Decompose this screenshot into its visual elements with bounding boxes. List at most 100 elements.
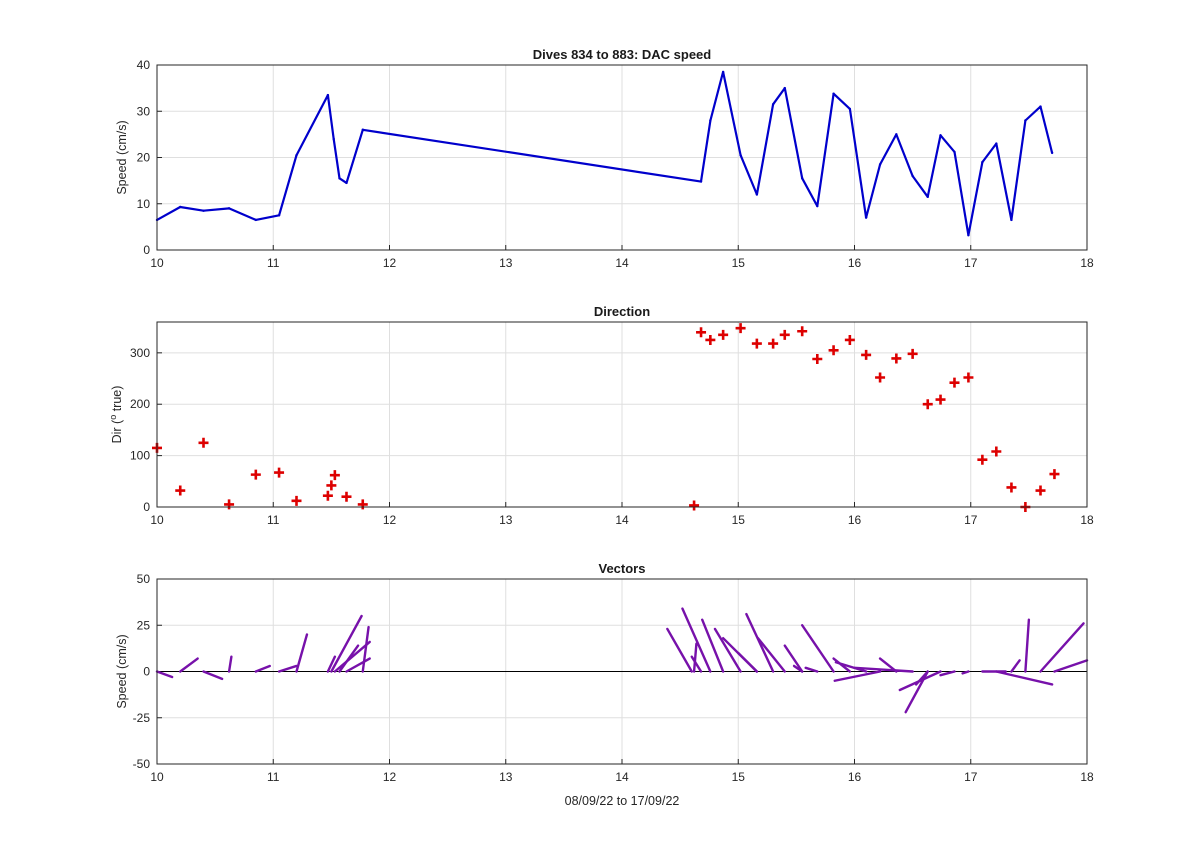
- x-tick-label: 14: [615, 770, 629, 784]
- direction-marker: [977, 454, 988, 465]
- speed-series-line: [156, 70, 1054, 237]
- y-tick-label: 30: [137, 104, 151, 118]
- speed-data-point: [254, 218, 258, 222]
- y-tick-label: -25: [133, 711, 151, 725]
- speed-data-point: [709, 119, 712, 122]
- vector-segment: [326, 655, 337, 673]
- chart-title: Dives 834 to 883: DAC speed: [533, 47, 712, 62]
- speed-data-point: [1050, 151, 1054, 155]
- direction-marker: [828, 345, 839, 356]
- speed-data-point: [939, 134, 942, 137]
- vector-segment: [961, 670, 970, 675]
- direction-marker: [250, 469, 261, 480]
- y-tick-label: 0: [143, 500, 150, 514]
- vector-segment: [995, 670, 1054, 686]
- y-tick-label: 20: [137, 151, 151, 165]
- speed-data-point: [721, 70, 725, 74]
- vector-segment: [1024, 618, 1031, 673]
- speed-data-point: [227, 207, 231, 210]
- plot-frame: [156, 321, 1088, 508]
- x-tick-label: 11: [267, 770, 280, 784]
- speed-data-point: [800, 177, 804, 180]
- vector-segment: [692, 642, 698, 673]
- direction-marker: [991, 446, 1002, 457]
- x-tick-label: 18: [1080, 770, 1094, 784]
- direction-marker: [922, 399, 933, 410]
- speed-data-point: [895, 133, 898, 136]
- direction-marker: [861, 349, 872, 360]
- vector-segment: [833, 670, 882, 682]
- plot-frame: [156, 64, 1088, 251]
- speed-data-point: [864, 216, 868, 219]
- x-tick-label: 17: [964, 513, 978, 527]
- speed-data-point: [981, 160, 984, 164]
- vector-segment: [254, 664, 271, 673]
- y-axis-label-text: true): [110, 386, 124, 415]
- direction-marker: [751, 338, 762, 349]
- direction-marker: [274, 467, 285, 478]
- vector-segment: [227, 655, 233, 673]
- direction-marker: [963, 372, 974, 383]
- speed-data-point: [953, 150, 956, 154]
- direction-marker: [768, 338, 779, 349]
- speed-data-point: [295, 153, 298, 157]
- vector-segment: [713, 627, 742, 673]
- direction-marker: [935, 394, 946, 405]
- vector-segment: [666, 627, 693, 673]
- direction-marker: [175, 485, 186, 496]
- direction-marker: [891, 353, 902, 364]
- vector-segment: [681, 607, 712, 673]
- vector-segment: [338, 644, 360, 673]
- vectors-panel: 10 11 12 13 14 15 16 17 18 -50 -25 0 25 50 Vectors Spee…: [115, 561, 1094, 808]
- vector-segment: [330, 614, 363, 673]
- vector-segment: [361, 625, 370, 673]
- vector-segment: [295, 633, 309, 673]
- y-tick-label: 25: [137, 618, 151, 632]
- speed-data-point: [755, 193, 759, 196]
- vector-segment: [898, 670, 942, 692]
- direction-marker: [329, 470, 340, 481]
- vector-segment: [756, 637, 786, 673]
- speed-data-point: [911, 174, 914, 178]
- x-tick-label: 13: [499, 256, 513, 270]
- speed-data-point: [699, 180, 703, 183]
- x-tick-label: 11: [267, 513, 280, 527]
- x-tick-label: 10: [150, 256, 164, 270]
- x-tick-label: 12: [383, 513, 397, 527]
- x-tick-label: 16: [848, 513, 862, 527]
- direction-marker: [705, 334, 716, 345]
- speed-data-point: [926, 195, 929, 199]
- direction-marker: [198, 437, 209, 448]
- x-tick-label: 13: [499, 513, 513, 527]
- direction-marker: [718, 329, 729, 340]
- direction-marker: [735, 323, 746, 334]
- speed-data-point: [848, 107, 852, 111]
- y-axis-label-text: Dir (: [110, 419, 124, 443]
- speed-data-point: [277, 214, 281, 217]
- speed-data-point: [816, 204, 819, 208]
- x-tick-label: 18: [1080, 513, 1094, 527]
- vector-segment: [834, 661, 868, 673]
- speed-data-point: [771, 103, 775, 106]
- speed-data-point: [179, 205, 182, 209]
- speed-data-point: [832, 92, 835, 95]
- y-tick-label: 50: [137, 572, 151, 586]
- vector-segment: [345, 657, 371, 673]
- vector-segment: [277, 664, 298, 673]
- direction-marker: [1049, 469, 1060, 480]
- x-tick-label: 14: [615, 256, 629, 270]
- direction-marker: [812, 354, 823, 364]
- speed-data-point: [1024, 119, 1027, 122]
- direction-marker: [779, 329, 790, 340]
- chart-title: Vectors: [599, 561, 646, 576]
- x-tick-label: 13: [499, 770, 513, 784]
- y-axis-label: Speed (cm/s): [115, 634, 129, 708]
- direction-marker: [949, 377, 960, 388]
- speed-data-point: [967, 234, 970, 237]
- y-axis-label: Speed (cm/s): [115, 120, 129, 194]
- speed-data-point: [361, 128, 364, 131]
- vector-segment: [179, 657, 199, 673]
- y-tick-label: 10: [137, 197, 151, 211]
- direction-marker: [341, 491, 352, 502]
- vector-segment: [804, 666, 819, 673]
